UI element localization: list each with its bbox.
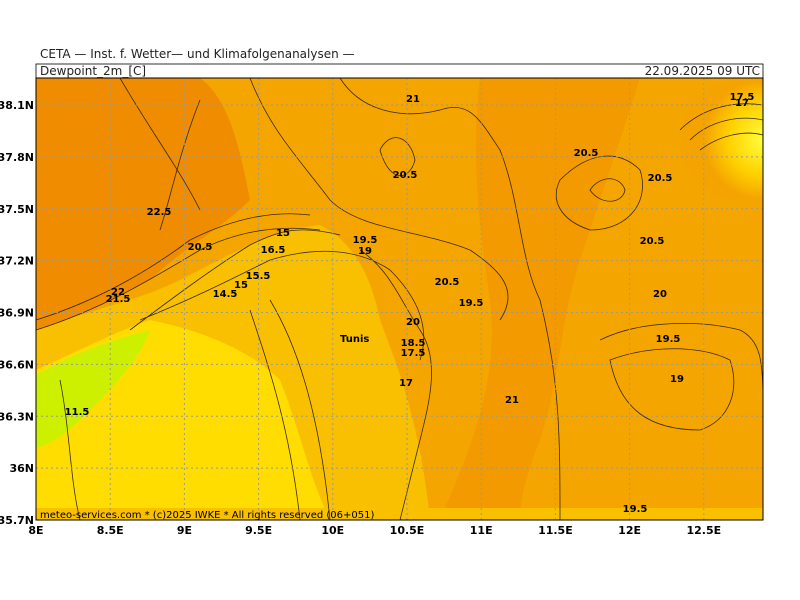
y-tick-label: 36N bbox=[9, 462, 34, 475]
map-frame bbox=[35, 77, 764, 521]
x-tick-label: 11E bbox=[470, 524, 493, 537]
contour-label: 22 bbox=[111, 287, 125, 298]
contour-label: 21 bbox=[406, 94, 420, 105]
contour-label: 21 bbox=[505, 395, 519, 406]
contour-label: 20.5 bbox=[574, 148, 599, 159]
place-label: Tunis bbox=[340, 334, 369, 345]
source-line: CETA — Inst. f. Wetter— und Klimafolgena… bbox=[40, 47, 355, 61]
east-field bbox=[440, 78, 640, 520]
footer: meteo-services.com * (c)2025 IWKE * All … bbox=[40, 510, 374, 521]
map-title: Dewpoint_2m_[C] bbox=[40, 64, 146, 78]
contour-label: 20.5 bbox=[435, 277, 460, 288]
y-tick-label: 37.8N bbox=[0, 151, 34, 164]
contour-label: 20 bbox=[406, 317, 420, 328]
contour-label: 20.5 bbox=[188, 242, 213, 253]
contour-label: 19.5 bbox=[656, 334, 681, 345]
contour-label: 15.5 bbox=[246, 271, 271, 282]
x-tick-label: 8E bbox=[28, 524, 43, 537]
contour-label: 14.5 bbox=[213, 289, 238, 300]
contour-label: 19.5 bbox=[623, 504, 648, 515]
contour-label: 18.5 bbox=[401, 338, 426, 349]
x-tick-label: 12E bbox=[618, 524, 641, 537]
contour-label: 19.5 bbox=[459, 298, 484, 309]
contour-label: 15 bbox=[234, 280, 248, 291]
y-tick-label: 37.5N bbox=[0, 203, 34, 216]
hot-spot bbox=[680, 80, 763, 200]
contour-label: 15 bbox=[276, 228, 290, 239]
contour-label: 19.5 bbox=[353, 235, 378, 246]
x-tick-label: 12.5E bbox=[686, 524, 721, 537]
grid: 8E 8.5E 9E 9.5E 10E 10.5E 11E 11.5E 12E 12.5E 38.1… bbox=[0, 78, 763, 537]
x-tick-label: 11.5E bbox=[538, 524, 573, 537]
x-tick-label: 9E bbox=[177, 524, 192, 537]
contour-label: 20 bbox=[653, 289, 667, 300]
map-date: 22.09.2025 09 UTC bbox=[645, 64, 760, 78]
contour-label: 17.5 bbox=[730, 92, 755, 103]
contour-label: 17 bbox=[399, 378, 413, 389]
contour-label: 22.5 bbox=[147, 207, 172, 218]
y-tick-label: 36.6N bbox=[0, 358, 34, 371]
contour-label: 17 bbox=[735, 98, 749, 109]
lime-field bbox=[36, 330, 150, 448]
contour-label: 19 bbox=[670, 374, 684, 385]
contour-label: 20.5 bbox=[393, 170, 418, 181]
contour-label: 17.5 bbox=[401, 348, 426, 359]
contours bbox=[36, 78, 763, 520]
y-tick-label: 37.2N bbox=[0, 255, 34, 268]
y-tick-label: 38.1N bbox=[0, 99, 34, 112]
contour-label: 21.5 bbox=[106, 294, 131, 305]
field bbox=[36, 78, 763, 520]
nw-field bbox=[36, 78, 250, 330]
x-tick-label: 8.5E bbox=[97, 524, 124, 537]
x-tick-label: 10E bbox=[321, 524, 344, 537]
x-tick-label: 9.5E bbox=[245, 524, 272, 537]
y-tick-label: 35.7N bbox=[0, 514, 34, 527]
y-tick-label: 36.9N bbox=[0, 307, 34, 320]
contour-label: 16.5 bbox=[261, 245, 286, 256]
footer-band bbox=[36, 508, 763, 520]
contour-label: 20.5 bbox=[640, 236, 665, 247]
contour-label: 19 bbox=[358, 246, 372, 257]
x-tick-label: 10.5E bbox=[390, 524, 425, 537]
contour-labels: 2120.522.520.51516.519.51915.51514.520.5… bbox=[65, 92, 755, 515]
y-tick-label: 36.3N bbox=[0, 410, 34, 423]
contour-label: 20.5 bbox=[648, 173, 673, 184]
contour-label: 11.5 bbox=[65, 407, 90, 418]
